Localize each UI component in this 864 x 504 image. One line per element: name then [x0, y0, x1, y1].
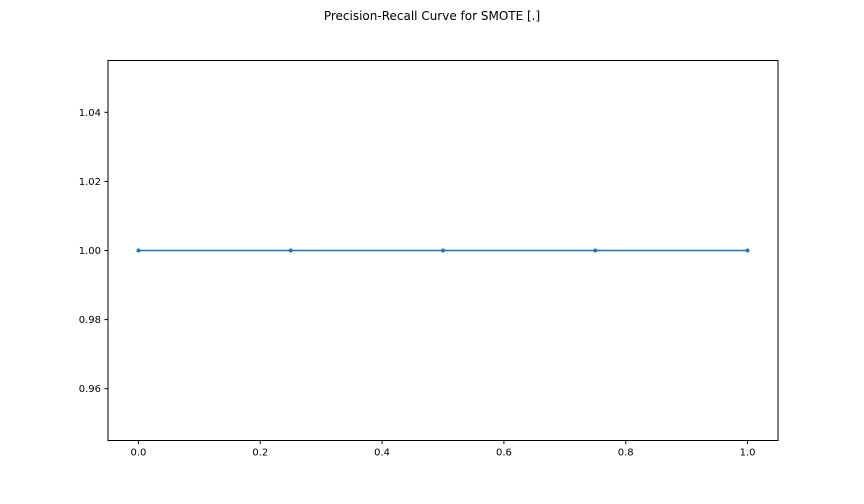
x-tick-label: 0.8	[618, 448, 634, 459]
x-tick-label: 0.6	[496, 448, 512, 459]
x-tick-label: 0.0	[131, 448, 147, 459]
x-tick-label: 1.0	[740, 448, 756, 459]
x-tick-label: 0.4	[374, 448, 390, 459]
y-tick-label: 0.96	[79, 384, 101, 395]
x-tick-label: 0.2	[252, 448, 268, 459]
data-point	[288, 248, 293, 253]
data-point	[441, 248, 445, 253]
series-layer	[136, 248, 750, 253]
data-point	[136, 248, 141, 253]
y-axis: 0.96 0.98 1.00 1.02 1.04	[79, 108, 108, 395]
data-point	[593, 248, 598, 253]
x-axis: 0.0 0.2 0.4 0.6 0.8 1.0	[131, 440, 756, 459]
chart-title: Precision-Recall Curve for SMOTE [.]	[323, 9, 541, 23]
y-tick-label: 1.00	[79, 246, 101, 257]
y-tick-label: 1.02	[79, 177, 101, 188]
data-point	[745, 248, 750, 253]
y-tick-label: 1.04	[79, 108, 101, 119]
y-tick-label: 0.98	[79, 315, 101, 326]
